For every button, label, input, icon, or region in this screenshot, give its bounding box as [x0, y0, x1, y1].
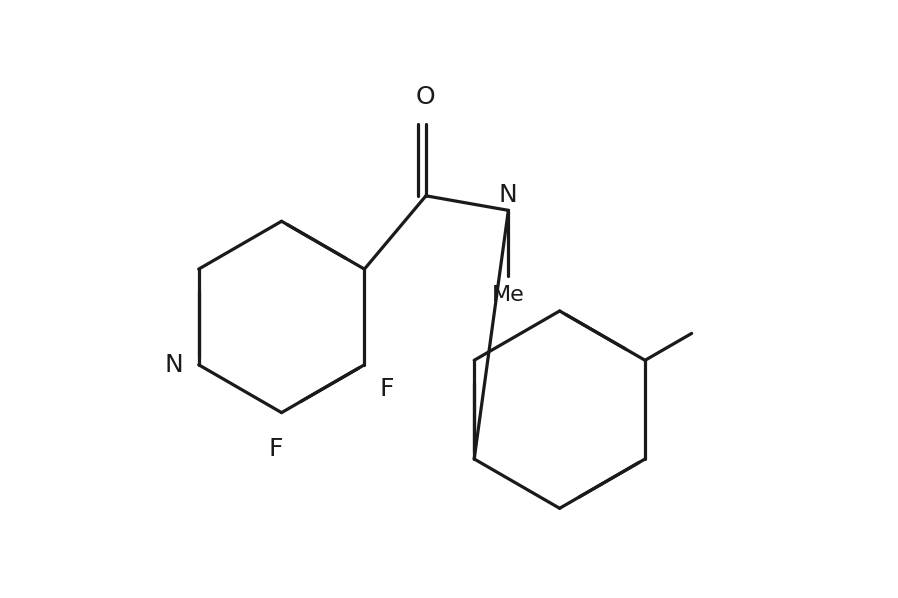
Text: Me: Me [492, 285, 524, 305]
Text: F: F [379, 377, 394, 401]
Text: N: N [165, 353, 184, 377]
Text: N: N [499, 184, 518, 208]
Text: F: F [269, 437, 283, 460]
Text: O: O [416, 85, 436, 109]
